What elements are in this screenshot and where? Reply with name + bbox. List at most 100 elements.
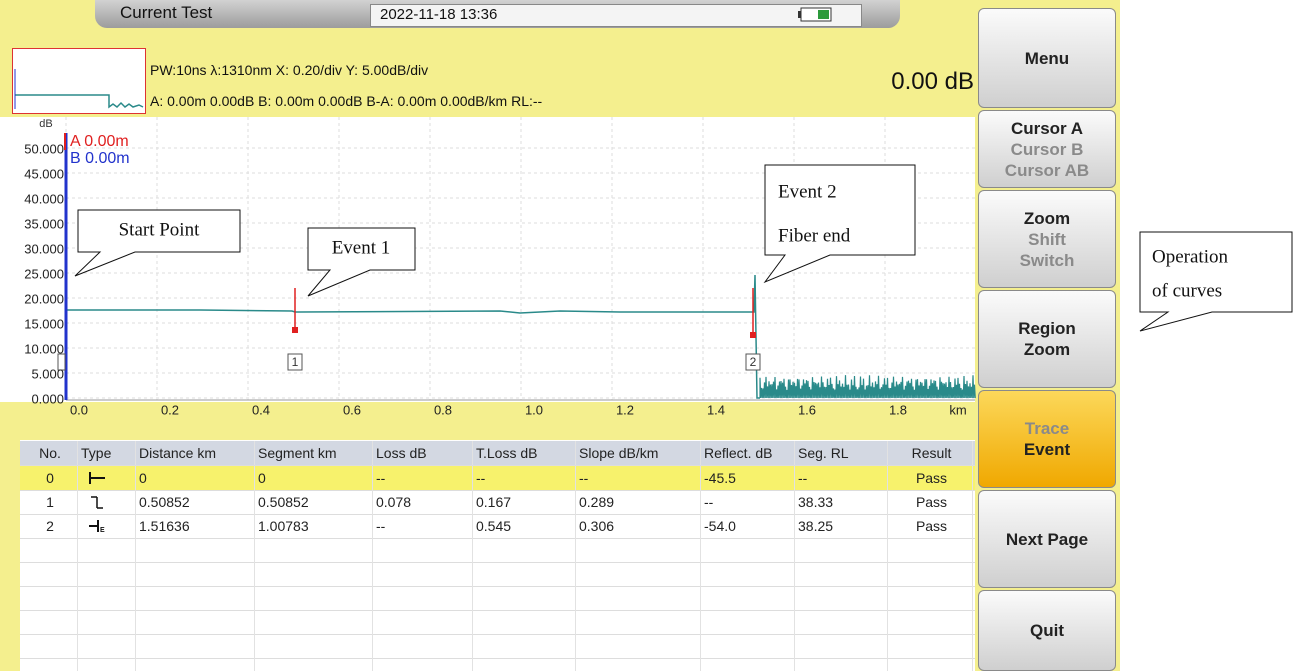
callout [307, 227, 416, 297]
table-cell [373, 562, 473, 586]
noise-trace [759, 375, 976, 399]
event-marker-label: 1 [292, 355, 299, 369]
table-cell [795, 562, 888, 586]
table-row [20, 610, 975, 635]
table-cell: 0.50852 [255, 490, 373, 514]
table-cell [255, 658, 373, 671]
loss-reading: 0.00 dB [891, 68, 974, 95]
column-header: No. [20, 441, 78, 465]
table-cell [373, 538, 473, 562]
table-cell: -- [473, 466, 576, 490]
table-cell: Pass [888, 466, 973, 490]
event-marker-label: 2 [750, 355, 757, 369]
trace-event-button[interactable]: Trace Event [978, 390, 1116, 488]
event-marker [745, 353, 761, 371]
column-header: Loss dB [373, 441, 473, 465]
table-cell: 1 [20, 490, 78, 514]
menu-button[interactable]: Menu [978, 8, 1116, 108]
zoom-button[interactable]: Zoom Shift Switch [978, 190, 1116, 288]
region-zoom-button[interactable]: Region Zoom [978, 290, 1116, 388]
cursor-b-label: B 0.00m [70, 150, 130, 167]
table-cell [888, 562, 973, 586]
cursor-button[interactable]: Cursor A Cursor B Cursor AB [978, 110, 1116, 188]
table-cell [576, 634, 701, 658]
y-tick-label: 5.000 [31, 366, 64, 381]
table-cell: 0 [255, 466, 373, 490]
table-cell [795, 538, 888, 562]
button-label: Trace [1024, 419, 1070, 438]
table-cell [78, 490, 136, 514]
table-cell [373, 658, 473, 671]
table-cell [888, 634, 973, 658]
y-tick-label: 0.000 [31, 391, 64, 406]
table-cell [888, 538, 973, 562]
table-cell [373, 610, 473, 634]
event-table: No. Type Distance km Segment km Loss dB T.Los… [20, 440, 975, 671]
table-row: 0 0 0 -- -- -- -45.5 -- Pass [20, 466, 975, 491]
table-cell: 0.289 [576, 490, 701, 514]
table-cell: 0.306 [576, 514, 701, 538]
y-tick-label: 25.000 [24, 266, 64, 281]
next-page-button[interactable]: Next Page [978, 490, 1116, 588]
table-cell [136, 610, 255, 634]
x-tick-label: 0.6 [343, 402, 361, 417]
x-tick-label: 0.8 [434, 402, 452, 417]
trace-params: PW:10ns λ:1310nm X: 0.20/div Y: 5.00dB/d… [150, 62, 429, 78]
column-header: Segment km [255, 441, 373, 465]
button-label: Cursor B [1010, 139, 1084, 159]
column-header: Distance km [136, 441, 255, 465]
x-tick-label: 1.6 [798, 402, 816, 417]
table-cell: -- [701, 490, 795, 514]
quit-button[interactable]: Quit [978, 590, 1116, 671]
table-cell [701, 658, 795, 671]
x-tick-label: 0.4 [252, 402, 270, 417]
table-cell [136, 634, 255, 658]
column-header: Slope dB/km [576, 441, 701, 465]
callout-text: Fiber end [778, 225, 851, 246]
table-cell [576, 610, 701, 634]
table-cell: 38.33 [795, 490, 888, 514]
y-tick-label: 35.000 [24, 216, 64, 231]
table-cell: 0.078 [373, 490, 473, 514]
x-tick-label: 1.0 [525, 402, 543, 417]
table-cell: -- [576, 466, 701, 490]
table-cell [576, 658, 701, 671]
x-tick-label: 0.0 [70, 402, 88, 417]
table-cell [473, 634, 576, 658]
callout-text: of curves [1152, 280, 1222, 301]
table-cell: 1.51636 [136, 514, 255, 538]
thumbnail [12, 48, 146, 114]
table-cell [78, 634, 136, 658]
y-tick-label: 50.000 [24, 141, 64, 156]
table-cell: -45.5 [701, 466, 795, 490]
cursor-readout: A: 0.00m 0.00dB B: 0.00m 0.00dB B-A: 0.0… [150, 93, 543, 109]
table-cell: 0.50852 [136, 490, 255, 514]
table-cell [78, 586, 136, 610]
table-cell [795, 658, 888, 671]
column-header: Type [78, 441, 136, 465]
table-cell: -54.0 [701, 514, 795, 538]
table-cell [136, 538, 255, 562]
trace [65, 135, 760, 399]
table-cell [576, 586, 701, 610]
table-cell [701, 538, 795, 562]
table-cell [888, 658, 973, 671]
table-cell: Pass [888, 490, 973, 514]
event-type-icon [89, 472, 105, 484]
table-cell [255, 538, 373, 562]
table-header: No. Type Distance km Segment km Loss dB T.Los… [20, 441, 975, 466]
table-cell [473, 658, 576, 671]
header-title: Current Test [120, 3, 213, 22]
table-cell [373, 586, 473, 610]
column-header: Result [888, 441, 973, 465]
table-cell: 0 [136, 466, 255, 490]
table-cell [78, 562, 136, 586]
table-cell [20, 538, 78, 562]
table-cell [255, 562, 373, 586]
table-cell [78, 610, 136, 634]
table-cell [255, 634, 373, 658]
table-cell: 0.545 [473, 514, 576, 538]
table-cell [78, 466, 136, 490]
status-box [370, 4, 862, 27]
